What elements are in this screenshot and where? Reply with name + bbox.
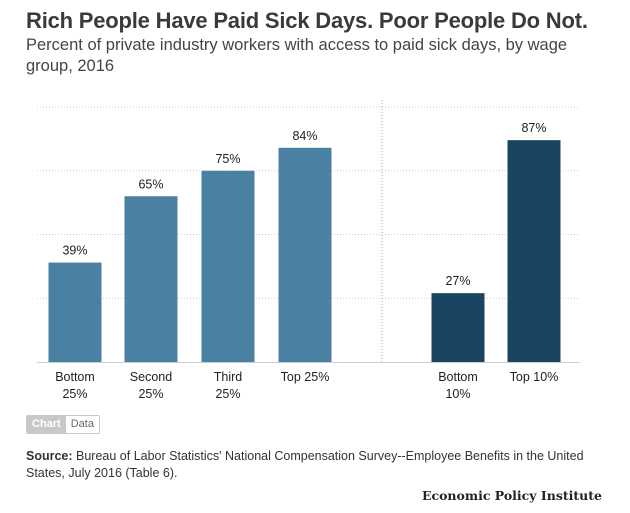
x-tick-label: Third (214, 370, 243, 384)
data-label: 84% (292, 129, 317, 143)
x-tick-label: 25% (138, 387, 163, 401)
bar (431, 293, 485, 362)
source-text: Bureau of Labor Statistics' National Com… (26, 449, 584, 480)
source-label: Source: (26, 449, 73, 463)
bar-chart: 39% Bottom 25% 65% Second 25% 75% Third 25% 84% To… (37, 100, 580, 401)
x-tick-label: 25% (215, 387, 240, 401)
chart-subtitle: Percent of private industry workers with… (26, 36, 568, 75)
data-label: 87% (521, 121, 546, 135)
x-tick-label: 10% (445, 387, 470, 401)
x-tick-label: Second (130, 370, 172, 384)
bar (48, 262, 102, 362)
x-tick-label: Top 25% (281, 370, 330, 384)
tab-chart[interactable]: Chart (27, 416, 66, 433)
x-tick-label: Bottom (438, 370, 478, 384)
x-tick-label: Bottom (55, 370, 95, 384)
bar (124, 196, 178, 362)
source-note: Source: Bureau of Labor Statistics' Nati… (26, 448, 606, 482)
data-label: 39% (62, 244, 87, 258)
x-tick-label: 25% (62, 387, 87, 401)
view-tabs: Chart Data (26, 415, 100, 434)
data-label: 27% (445, 274, 470, 288)
data-label: 65% (138, 177, 163, 191)
bar (278, 147, 332, 362)
brand-logo: Economic Policy Institute (421, 488, 602, 503)
bar (507, 140, 561, 362)
x-tick-label: Top 10% (510, 370, 559, 384)
tab-data[interactable]: Data (65, 416, 99, 433)
chart-title: Rich People Have Paid Sick Days. Poor Pe… (26, 8, 588, 33)
data-label: 75% (215, 152, 240, 166)
bar (201, 170, 255, 362)
